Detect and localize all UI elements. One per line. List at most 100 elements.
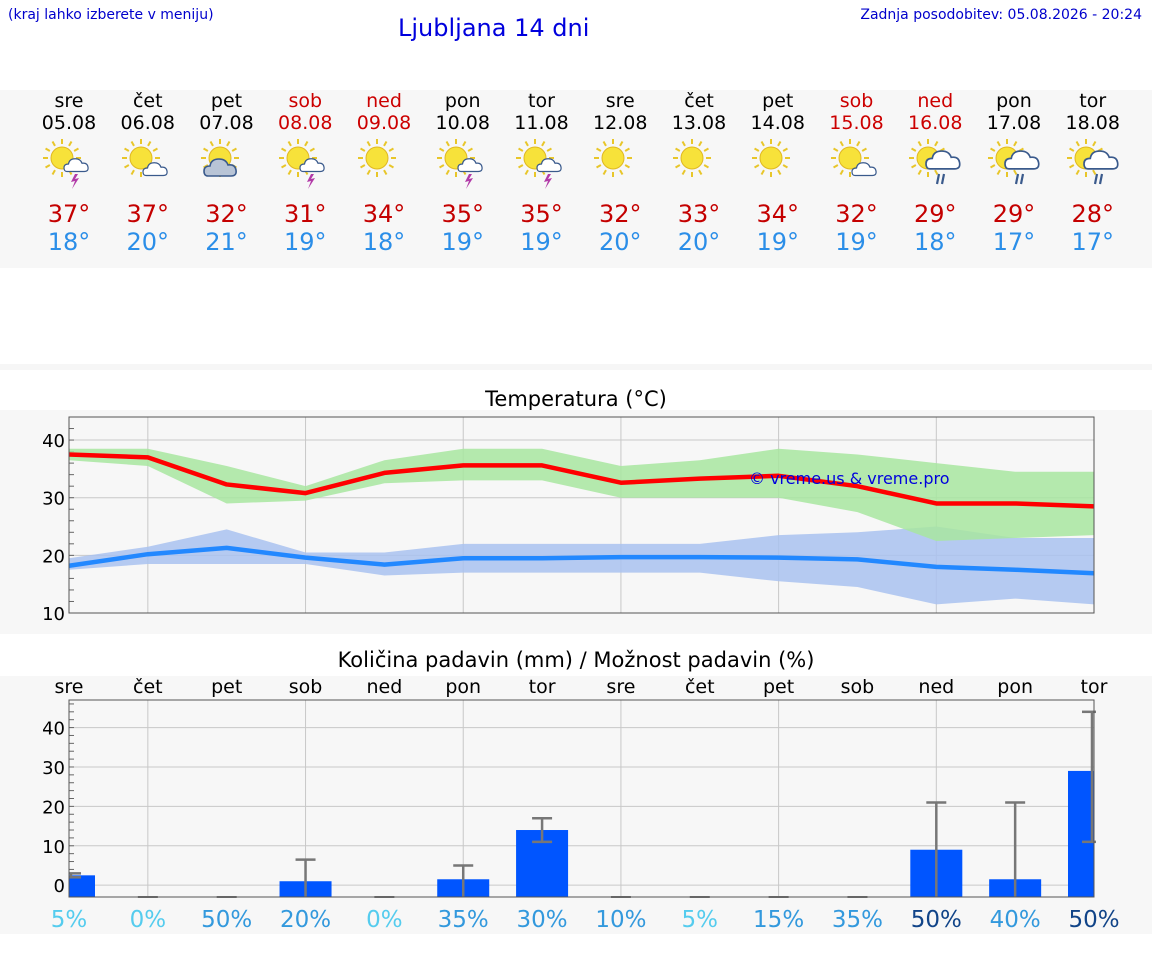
min-temperature: 19° (283, 228, 327, 256)
daily-forecast-band (0, 90, 1152, 268)
precipitation-bar (69, 875, 95, 897)
sun-cloud-rain-icon (985, 138, 1043, 190)
max-temperature: 29° (992, 200, 1036, 228)
max-temperature: 37° (47, 200, 91, 228)
y-tick-label: 0 (54, 876, 65, 897)
day-column: sob 15.08 32° 19° (817, 90, 896, 256)
day-name: pet (210, 90, 243, 112)
watermark: © vreme.us & vreme.pro (749, 469, 950, 488)
day-date: 07.08 (199, 112, 254, 134)
precipitation-chance-label: 50% (201, 907, 252, 933)
x-category-label: sob (289, 676, 323, 698)
max-temperature: 35° (441, 200, 485, 228)
min-temperature: 20° (598, 228, 642, 256)
day-name: čet (132, 90, 163, 112)
max-temperature: 33° (677, 200, 721, 228)
error-bar (69, 872, 81, 879)
sun-cloud-thunder-icon (434, 138, 492, 190)
max-temperature: 32° (205, 200, 248, 228)
day-column: ned 09.08 34° 18° (345, 90, 424, 256)
sun-cloud-thunder-icon (513, 138, 571, 190)
precipitation-chance-label: 40% (990, 907, 1041, 933)
location-hint: (kraj lahko izberete v meniju) (8, 7, 214, 23)
precipitation-chance-label: 20% (280, 907, 331, 933)
temperature-plot-frame (68, 416, 1095, 614)
precipitation-chance-label: 0% (130, 907, 167, 933)
x-category-label: čet (133, 676, 163, 698)
max-temperature-line (68, 452, 1095, 509)
precipitation-chance-label: 0% (366, 907, 403, 933)
precipitation-chance-label: 50% (911, 907, 962, 933)
sun-icon (591, 138, 649, 190)
x-category-label: ned (366, 676, 402, 698)
day-column: čet 13.08 33° 20° (660, 90, 739, 256)
y-tick-label: 10 (42, 604, 65, 625)
y-tick-label: 30 (42, 489, 65, 510)
precipitation-bar (1068, 770, 1094, 897)
x-category-label: sre (55, 676, 84, 698)
day-name: tor (528, 90, 555, 112)
precipitation-chart-title: Količina padavin (mm) / Možnost padavin … (337, 648, 815, 672)
error-bar (532, 816, 553, 844)
day-date: 05.08 (41, 112, 97, 134)
error-bar (1005, 801, 1026, 897)
min-temperature-band (69, 526, 1094, 605)
max-temperature: 31° (283, 200, 327, 228)
x-category-label: sre (606, 676, 635, 698)
y-tick-label: 40 (42, 719, 65, 740)
day-date: 18.08 (1065, 112, 1120, 134)
day-date: 17.08 (986, 112, 1042, 134)
day-name: pon (444, 90, 481, 112)
day-name: čet (684, 90, 714, 112)
max-temperature: 37° (126, 200, 170, 228)
precipitation-chance-label: 5% (51, 907, 88, 933)
x-category-label: tor (529, 676, 556, 698)
y-tick-label: 20 (42, 797, 65, 818)
sun-cloud-thunder-icon (276, 138, 334, 190)
day-name: tor (1079, 90, 1107, 112)
y-tick-label: 10 (42, 837, 65, 858)
day-date: 16.08 (908, 112, 963, 134)
page-title: Ljubljana 14 dni (398, 14, 590, 42)
day-name: sob (288, 90, 323, 112)
sun-small-cloud-icon (119, 138, 177, 190)
sun-cloud-rain-icon (906, 138, 964, 190)
last-update: Zadnja posodobitev: 05.08.2026 - 20:24 (860, 7, 1142, 23)
sun-cloudy-icon (198, 138, 256, 190)
min-temperature: 19° (520, 228, 563, 256)
day-column: sre 12.08 32° 20° (581, 90, 660, 256)
max-temperature: 35° (520, 200, 563, 228)
day-name: sre (54, 90, 84, 112)
max-temperature-band (69, 448, 1094, 541)
error-bar (926, 801, 947, 897)
day-date: 13.08 (671, 112, 727, 134)
day-date: 15.08 (829, 112, 884, 134)
sun-icon (355, 138, 413, 190)
x-category-label: sob (841, 676, 875, 698)
min-temperature: 20° (126, 228, 170, 256)
error-bar (453, 864, 474, 897)
y-tick-label: 40 (42, 431, 65, 452)
day-column: sre 05.08 37° 18° (30, 90, 109, 256)
sun-cloud-rain-icon (1064, 138, 1122, 190)
day-name: ned (917, 90, 954, 112)
min-temperature-line (68, 545, 1095, 576)
precipitation-chance-label: 50% (1068, 907, 1119, 933)
x-category-label: pon (997, 676, 1033, 698)
day-column: pet 07.08 32° 21° (187, 90, 266, 256)
min-temperature: 21° (205, 228, 248, 256)
precipitation-chance-label: 30% (517, 907, 568, 933)
x-category-label: ned (918, 676, 954, 698)
min-temperature: 17° (992, 228, 1036, 256)
x-category-label: pon (445, 676, 481, 698)
x-category-label: pet (211, 676, 242, 698)
max-temperature: 34° (756, 200, 800, 228)
day-date: 08.08 (278, 112, 333, 134)
y-tick-label: 20 (42, 546, 65, 567)
sun-cloud-thunder-icon (40, 138, 98, 190)
day-column: pet 14.08 34° 19° (738, 90, 817, 256)
day-name: pet (762, 90, 794, 112)
min-temperature: 18° (913, 228, 957, 256)
day-column: sob 08.08 31° 19° (266, 90, 345, 256)
